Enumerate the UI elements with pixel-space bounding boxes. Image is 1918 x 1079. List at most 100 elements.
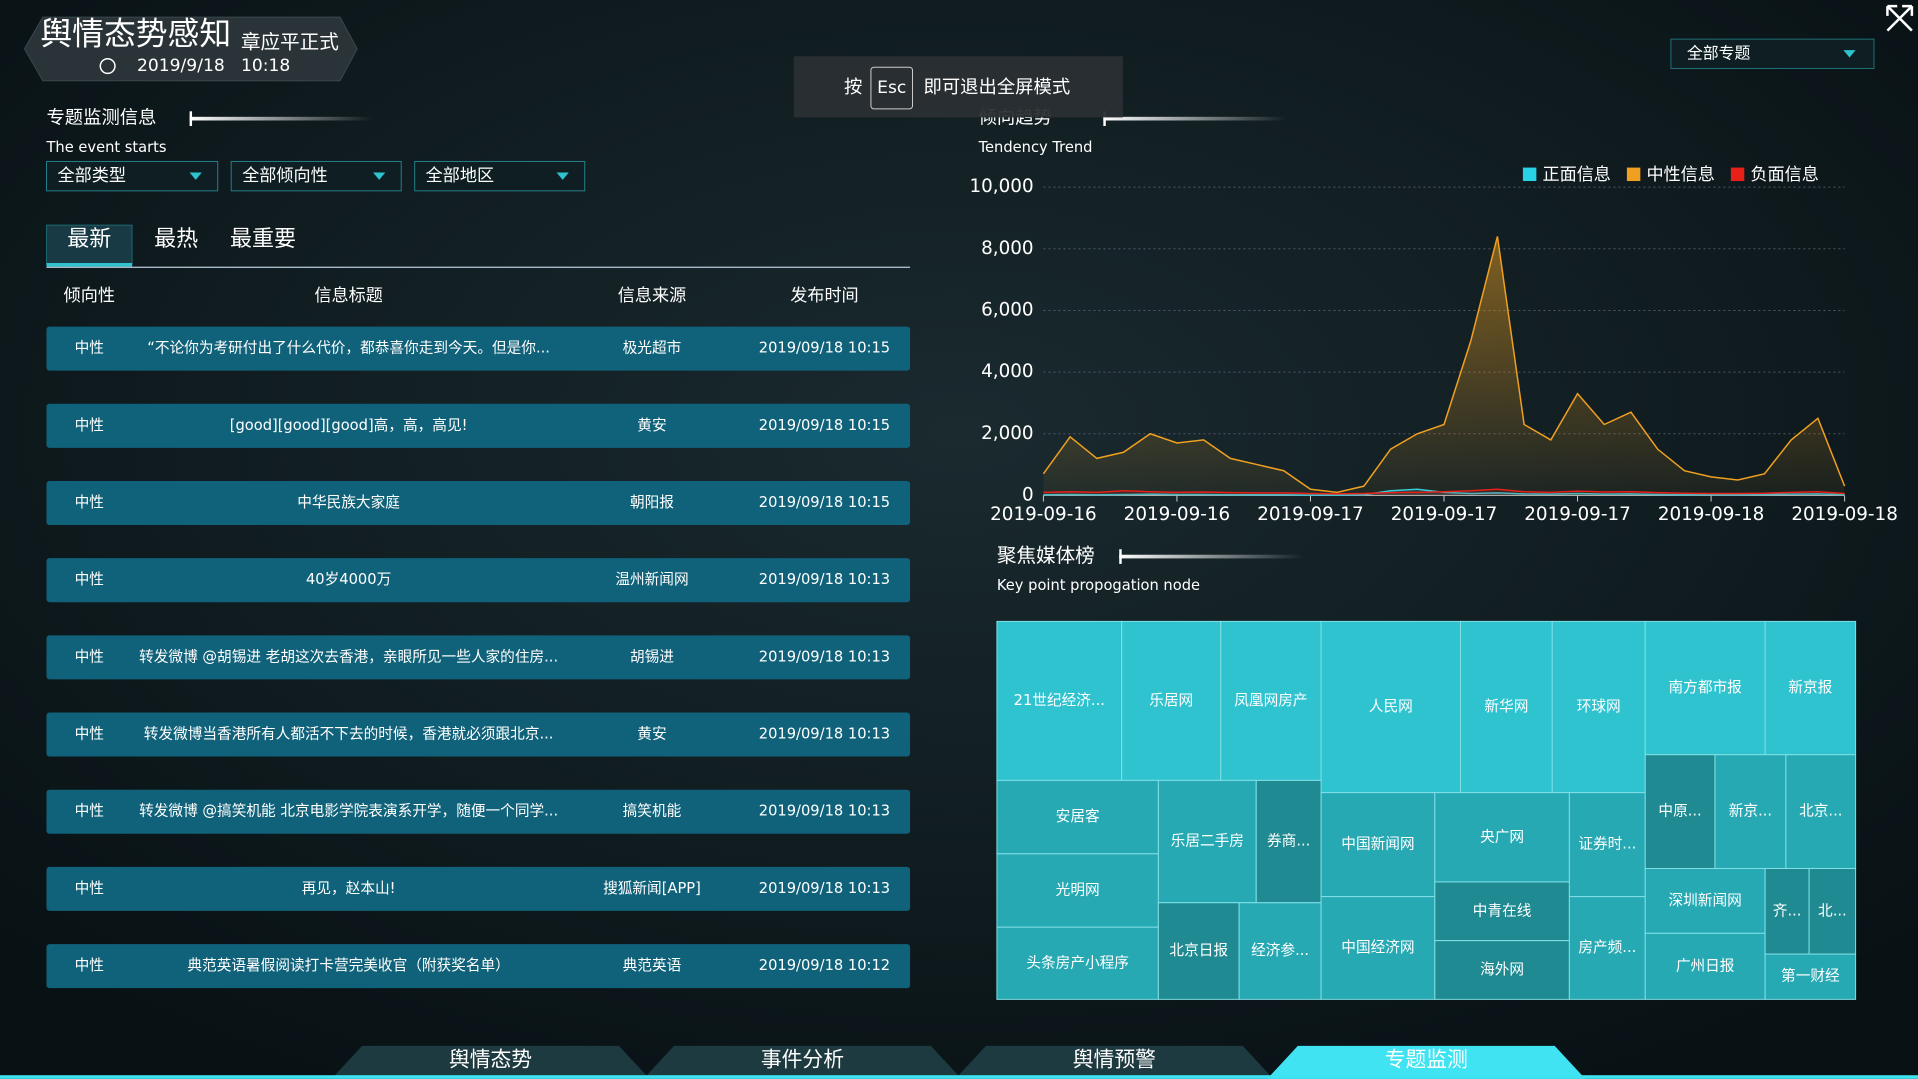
date: 2019/9/18 xyxy=(137,56,225,76)
y-tick-label: 8,000 xyxy=(981,238,1033,259)
filter-select[interactable] xyxy=(45,160,219,192)
row-bg[interactable] xyxy=(46,403,911,448)
nav-tab[interactable] xyxy=(643,1045,962,1079)
treemap-label: 齐... xyxy=(1773,902,1802,919)
tab: 最重要 xyxy=(230,227,296,252)
treemap-cell[interactable] xyxy=(1644,867,1766,934)
treemap-label: 中国新闻网 xyxy=(1341,836,1414,853)
treemap-cell[interactable] xyxy=(1551,620,1646,794)
title-decoration xyxy=(1103,116,1287,121)
nav-tab[interactable] xyxy=(955,1045,1274,1079)
treemap-cell[interactable] xyxy=(1238,902,1322,1000)
row-title: 转发微博当香港所有人都活不下去的时候，香港就必须跟北京... xyxy=(144,726,554,743)
treemap-label: 中国经济网 xyxy=(1341,939,1414,956)
row-tendency: 中性 xyxy=(75,571,104,588)
row-title: 转发微博 @搞笑机能 北京电影学院表演系开学，随便一个同学... xyxy=(139,802,558,820)
row-bg[interactable] xyxy=(46,480,911,526)
row-title: 典范英语暑假阅读打卡营完美收官（附获奖名单） xyxy=(187,956,509,974)
nav-label: 事件分析 xyxy=(761,1048,844,1072)
filter-select[interactable] xyxy=(414,160,586,192)
nav-label: 舆情态势 xyxy=(449,1048,532,1072)
treemap-cell[interactable] xyxy=(1320,896,1436,1000)
treemap-cell[interactable] xyxy=(1808,867,1857,955)
nav-label: 专题监测 xyxy=(1385,1048,1468,1072)
treemap-cell[interactable] xyxy=(996,926,1159,1000)
treemap-cell[interactable] xyxy=(1157,902,1240,1000)
dropdown-arrow xyxy=(556,172,569,180)
row-time: 2019/09/18 10:13 xyxy=(759,571,890,588)
x-tick-label: 2019-09-17 xyxy=(1391,504,1498,525)
column-header: 信息标题 xyxy=(314,286,382,306)
row-time: 2019/09/18 10:15 xyxy=(759,494,890,511)
row-time: 2019/09/18 10:13 xyxy=(759,880,890,897)
treemap-cell[interactable] xyxy=(1764,953,1857,1000)
treemap-label: 安居客 xyxy=(1056,808,1100,825)
series-line xyxy=(1042,236,1846,494)
treemap-cell[interactable] xyxy=(1434,940,1570,1000)
treemap-cell[interactable] xyxy=(1255,779,1322,904)
nav-tab[interactable] xyxy=(331,1045,650,1079)
row-bg[interactable] xyxy=(46,326,911,371)
treemap-cell[interactable] xyxy=(1568,792,1646,898)
row-bg[interactable] xyxy=(46,944,911,989)
treemap-label: 新华网 xyxy=(1484,698,1528,715)
treemap-cell[interactable] xyxy=(1785,754,1857,869)
legend-label: 中性信息 xyxy=(1646,165,1714,185)
treemap-cell[interactable] xyxy=(1644,620,1766,756)
treemap-cell[interactable] xyxy=(996,779,1159,855)
treemap-label: 房产频... xyxy=(1578,939,1636,956)
esc-key xyxy=(870,66,914,110)
row-source: 典范英语 xyxy=(623,956,682,974)
treemap-cell[interactable] xyxy=(1434,792,1570,883)
treemap-cell[interactable] xyxy=(1568,896,1646,1000)
treemap-cell[interactable] xyxy=(1764,620,1857,756)
treemap-label: 环球网 xyxy=(1577,698,1621,715)
row-tendency: 中性 xyxy=(75,340,104,357)
tab: 最热 xyxy=(154,227,198,252)
row-bg[interactable] xyxy=(46,789,911,834)
treemap-cell[interactable] xyxy=(1764,867,1810,955)
treemap-cell[interactable] xyxy=(1644,932,1766,1000)
row-bg[interactable] xyxy=(46,866,911,911)
nav-tab[interactable] xyxy=(1267,1045,1586,1079)
y-tick-label: 2,000 xyxy=(981,423,1033,444)
treemap-cell[interactable] xyxy=(1320,792,1436,898)
treemap-label: 券商... xyxy=(1267,833,1310,850)
row-bg[interactable] xyxy=(46,712,911,757)
treemap-cell[interactable] xyxy=(996,853,1159,928)
treemap-cell[interactable] xyxy=(1644,754,1716,869)
tab-active-bg[interactable] xyxy=(45,224,133,265)
dropdown-arrow xyxy=(373,172,386,180)
x-tick-label: 2019-09-18 xyxy=(1658,504,1765,525)
row-tendency: 中性 xyxy=(75,726,104,743)
row-bg[interactable] xyxy=(46,558,911,603)
treemap-cell[interactable] xyxy=(1220,620,1322,781)
tab: 最新 xyxy=(67,227,111,252)
dropdown-arrow xyxy=(1843,50,1856,58)
row-bg[interactable] xyxy=(46,635,911,680)
treemap-cell[interactable] xyxy=(1714,754,1787,869)
treemap-label: 证券时... xyxy=(1578,836,1636,853)
row-title: 中华民族大家庭 xyxy=(297,494,400,511)
row-title: [good][good][good]高，高，高见! xyxy=(230,417,468,434)
row-title: “不论你为考研付出了什么代价，都恭喜你走到今天。但是你... xyxy=(147,340,550,357)
treemap-cell[interactable] xyxy=(1157,779,1257,904)
nav-label: 舆情预警 xyxy=(1073,1048,1156,1072)
esc-key-label: Esc xyxy=(877,78,906,98)
header-plate xyxy=(23,16,358,82)
treemap-cell[interactable] xyxy=(1320,620,1462,794)
section-title: 聚焦媒体榜 xyxy=(997,544,1095,567)
clock-icon xyxy=(99,57,116,75)
legend-swatch xyxy=(1522,167,1537,182)
topic-select[interactable] xyxy=(1670,38,1875,69)
fullscreen-icon[interactable] xyxy=(1886,4,1914,32)
treemap-label: 21世纪经济... xyxy=(1014,692,1105,709)
row-time: 2019/09/18 10:13 xyxy=(759,726,890,743)
filter-select[interactable] xyxy=(230,160,402,192)
treemap-label: 北... xyxy=(1818,902,1847,919)
column-header: 发布时间 xyxy=(790,286,858,306)
row-tendency: 中性 xyxy=(75,803,104,820)
row-tendency: 中性 xyxy=(75,880,104,897)
x-tick-label: 2019-09-18 xyxy=(1791,504,1898,525)
treemap-cell[interactable] xyxy=(1434,881,1570,942)
